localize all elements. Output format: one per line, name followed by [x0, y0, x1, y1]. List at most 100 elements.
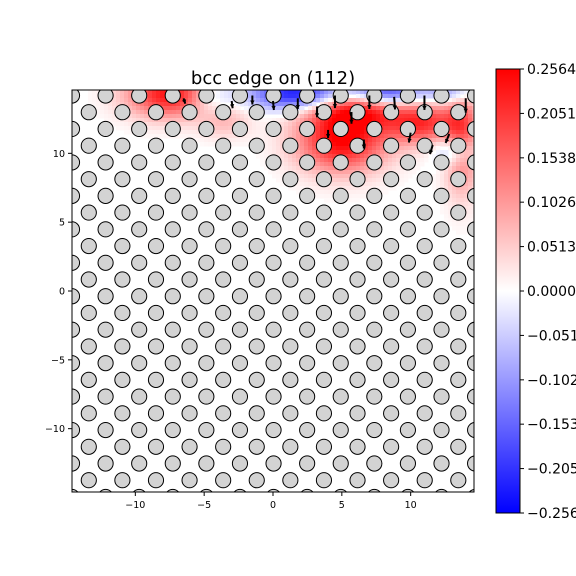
field-cell [224, 90, 229, 95]
atom-marker [366, 388, 383, 405]
field-cell [96, 110, 101, 115]
field-cell [252, 130, 257, 135]
field-cell [416, 122, 421, 127]
field-cell [184, 90, 189, 95]
field-cell [364, 194, 369, 199]
field-cell [216, 130, 221, 135]
atom-marker [416, 271, 433, 288]
field-cell [396, 134, 401, 139]
field-cell [308, 186, 313, 191]
field-cell [144, 114, 149, 119]
field-cell [436, 142, 441, 147]
field-cell [444, 186, 449, 191]
atom-marker [299, 421, 316, 439]
field-cell [368, 118, 373, 123]
field-cell [208, 118, 213, 123]
field-cell [156, 134, 161, 139]
colorbar [495, 68, 521, 514]
field-cell [216, 118, 221, 123]
field-cell [340, 178, 345, 183]
field-cell [412, 102, 417, 107]
field-cell [396, 114, 401, 119]
field-cell [296, 158, 301, 163]
field-cell [456, 98, 461, 103]
atom-marker [198, 455, 215, 472]
field-cell [368, 110, 373, 115]
atom-marker [215, 405, 232, 422]
field-cell [456, 190, 461, 195]
field-cell [412, 150, 417, 155]
field-cell [400, 106, 405, 111]
field-cell [432, 122, 437, 127]
field-cell [312, 178, 317, 183]
field-cell [116, 102, 121, 107]
field-cell [224, 126, 229, 131]
field-cell [116, 122, 121, 127]
field-cell [280, 126, 285, 131]
field-cell [196, 98, 201, 103]
field-cell [320, 134, 325, 139]
field-cell [324, 194, 329, 199]
field-cell [388, 130, 393, 135]
field-cell [384, 126, 389, 131]
atom-marker [399, 388, 416, 405]
field-cell [292, 166, 297, 171]
field-cell [444, 206, 449, 211]
field-cell [468, 150, 473, 155]
atom-marker [433, 321, 450, 338]
field-cell [272, 110, 277, 115]
field-cell [360, 154, 365, 159]
field-cell [200, 142, 205, 147]
field-cell [468, 142, 473, 147]
field-cell [452, 118, 457, 123]
field-cell [316, 126, 321, 131]
field-cell [264, 106, 269, 111]
field-cell [236, 114, 241, 119]
field-cell [308, 102, 313, 107]
field-cell [284, 166, 289, 171]
atom-marker [416, 405, 433, 422]
field-cell [444, 118, 449, 123]
field-cell [352, 186, 357, 191]
colorbar-tick-label: −0.1026 [527, 373, 576, 389]
field-cell [380, 186, 385, 191]
field-cell [276, 106, 281, 111]
atom-marker [282, 171, 299, 188]
field-cell [468, 210, 473, 215]
field-cell [468, 202, 473, 207]
atom-marker [332, 154, 349, 171]
field-cell [464, 206, 469, 211]
field-cell [440, 178, 445, 183]
field-cell [100, 106, 105, 111]
field-cell [356, 126, 361, 131]
field-cell [468, 134, 473, 139]
field-cell [312, 170, 317, 175]
field-cell [188, 98, 193, 103]
field-cell [284, 102, 289, 107]
field-cell [92, 90, 97, 95]
field-cell [104, 114, 109, 119]
field-cell [292, 118, 297, 123]
atom-marker [332, 221, 349, 238]
atom-marker [215, 204, 232, 221]
field-cell [268, 142, 273, 147]
field-cell [352, 162, 357, 167]
field-cell [424, 122, 429, 127]
field-cell [408, 110, 413, 115]
field-cell [196, 90, 201, 95]
field-cell [148, 134, 153, 139]
field-cell [324, 130, 329, 135]
field-cell [380, 130, 385, 135]
field-cell [100, 102, 105, 107]
field-cell [380, 166, 385, 171]
field-cell [384, 118, 389, 123]
field-cell [384, 122, 389, 127]
field-cell [268, 106, 273, 111]
field-cell [192, 126, 197, 131]
atom-marker [181, 338, 198, 355]
field-cell [240, 102, 245, 107]
field-cell [448, 222, 453, 227]
field-cell [260, 118, 265, 123]
field-cell [228, 98, 233, 103]
field-cell [456, 134, 461, 139]
